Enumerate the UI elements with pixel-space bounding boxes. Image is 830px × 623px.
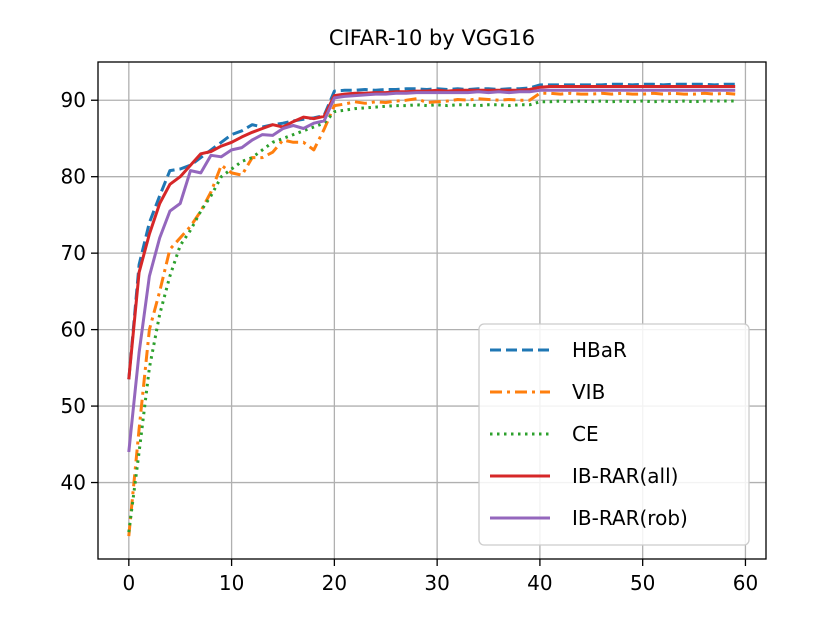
chart-title: CIFAR-10 by VGG16 — [329, 26, 535, 50]
x-tick-label: 0 — [122, 571, 135, 595]
plot-frame — [97, 61, 767, 560]
series-line-ce — [127, 99, 736, 533]
x-tick-label: 50 — [630, 571, 655, 595]
series-line-hbar — [127, 82, 736, 380]
y-tick-label: 70 — [61, 241, 86, 265]
legend: HBaR VIB CE IB-RAR(all) IB-RAR(rob) — [478, 323, 750, 546]
series-line-ib-rar-rob — [127, 88, 736, 453]
x-tick-label: 30 — [424, 571, 449, 595]
legend-label: HBaR — [572, 338, 627, 362]
series-lines — [127, 82, 736, 537]
axis-ticks: 0 10 20 30 40 50 60 40 50 60 70 80 90 — [61, 88, 759, 595]
legend-label: IB-RAR(all) — [572, 464, 678, 488]
y-tick-label: 90 — [61, 88, 86, 112]
legend-label: IB-RAR(rob) — [572, 506, 688, 530]
y-tick-label: 40 — [61, 471, 86, 495]
x-tick-label: 40 — [527, 571, 552, 595]
y-tick-label: 50 — [61, 394, 86, 418]
y-tick-label: 60 — [61, 318, 86, 342]
x-tick-label: 60 — [733, 571, 758, 595]
legend-label: VIB — [572, 380, 605, 404]
x-tick-label: 20 — [322, 571, 347, 595]
series-line-vib — [127, 91, 736, 537]
legend-label: CE — [572, 422, 599, 446]
x-tick-label: 10 — [219, 571, 244, 595]
legend-box — [478, 323, 750, 546]
y-tick-label: 80 — [61, 165, 86, 189]
series-line-ib-rar-all — [127, 85, 736, 380]
